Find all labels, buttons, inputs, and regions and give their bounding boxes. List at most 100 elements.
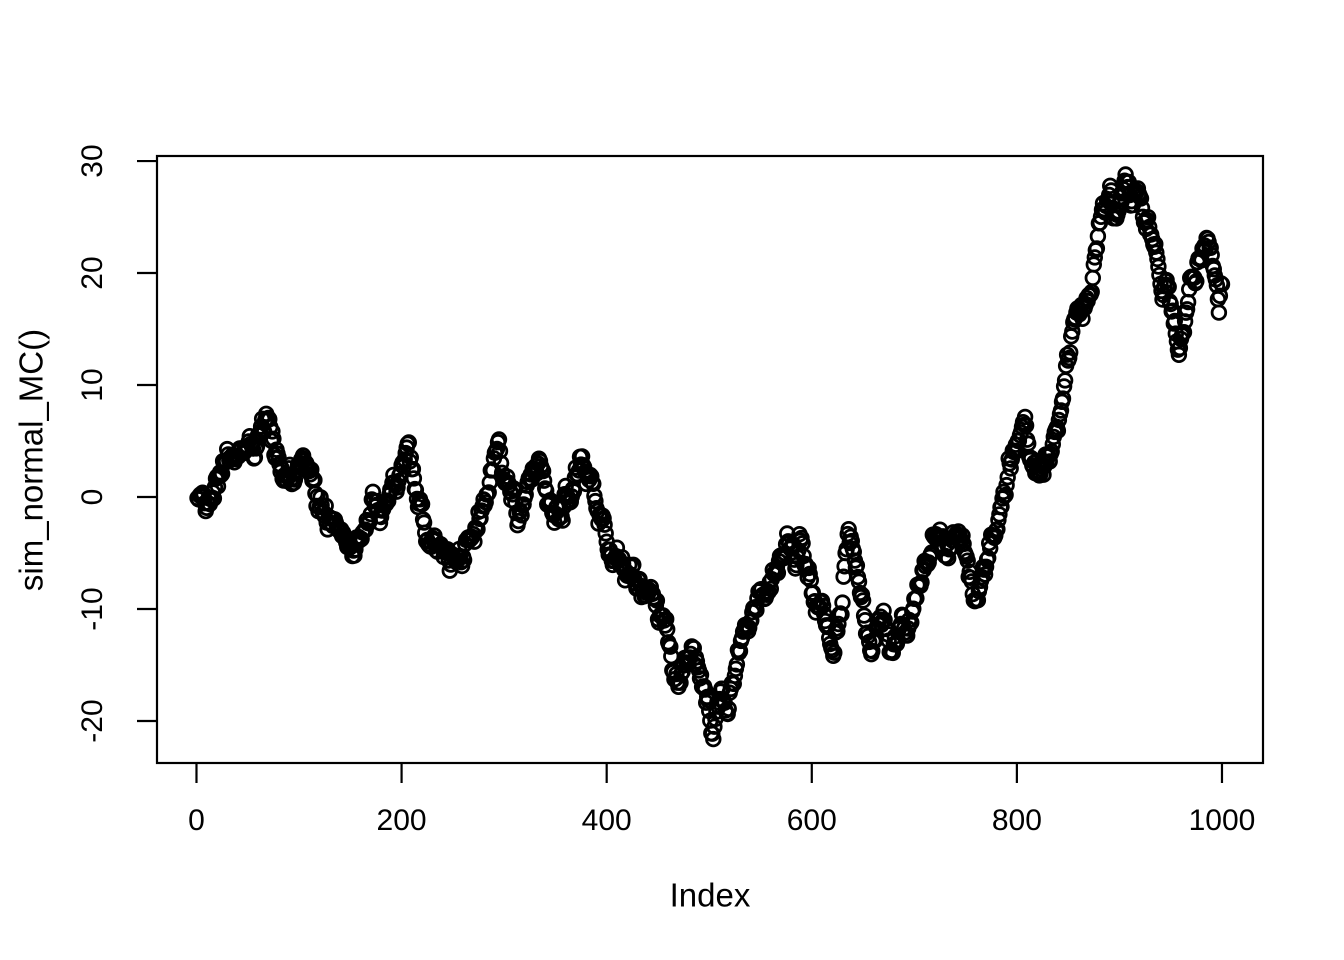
data-point	[1139, 208, 1157, 226]
x-tick-label: 0	[188, 804, 205, 837]
data-point	[829, 623, 846, 640]
data-point	[762, 580, 780, 598]
plot-border-box	[155, 154, 1265, 765]
y-tick-label: 20	[76, 256, 109, 289]
data-point	[1205, 261, 1223, 278]
data-point	[1213, 276, 1231, 293]
data-point	[973, 568, 991, 586]
data-point	[413, 496, 431, 513]
data-point	[830, 615, 847, 633]
data-point	[1016, 408, 1034, 426]
data-point	[998, 476, 1015, 494]
data-point	[991, 506, 1008, 523]
data-point	[1003, 451, 1021, 468]
data-point	[534, 462, 552, 480]
data-point	[595, 510, 612, 527]
data-point	[469, 521, 486, 538]
data-point	[631, 570, 648, 588]
data-point	[1002, 460, 1019, 477]
data-point	[1210, 304, 1228, 321]
data-point	[1055, 378, 1073, 395]
y-axis: -20 -10 0 10 20 30	[76, 144, 157, 743]
y-tick-label: 0	[76, 489, 109, 506]
data-point	[405, 470, 423, 487]
data-point	[959, 552, 976, 569]
data-point	[720, 700, 737, 718]
data-point	[415, 514, 433, 531]
data-point	[748, 602, 765, 619]
data-point	[597, 525, 614, 542]
data-point	[404, 460, 422, 478]
data-point	[1150, 258, 1167, 275]
x-tick-label: 600	[787, 804, 837, 837]
data-point	[1202, 239, 1219, 257]
y-tick-label: -20	[76, 699, 109, 742]
data-point	[583, 468, 600, 485]
data-point	[976, 566, 994, 583]
data-point	[1170, 346, 1188, 364]
x-tick-label: 200	[377, 804, 427, 837]
data-point	[1061, 344, 1079, 361]
x-tick-label: 400	[582, 804, 632, 837]
data-point	[1041, 453, 1058, 470]
data-point	[1049, 422, 1067, 439]
data-point	[1086, 249, 1104, 266]
data-point	[596, 516, 613, 533]
data-point	[848, 557, 866, 574]
data-point	[312, 489, 329, 506]
data-point	[864, 642, 881, 660]
x-axis: 0 200 400 600 800 1000	[188, 763, 1255, 837]
data-point	[1084, 269, 1102, 287]
y-tick-label: 30	[76, 144, 109, 177]
data-point	[905, 600, 922, 617]
x-tick-label: 1000	[1189, 804, 1256, 837]
x-tick-label: 800	[992, 804, 1042, 837]
data-point	[1132, 190, 1150, 207]
data-point	[491, 442, 509, 460]
data-point	[573, 448, 591, 465]
data-point	[741, 619, 758, 636]
data-point	[662, 638, 679, 655]
data-point	[977, 558, 995, 576]
data-point	[513, 507, 530, 524]
data-point	[725, 675, 743, 693]
data-point	[769, 564, 787, 582]
data-point	[480, 484, 497, 501]
data-point	[303, 461, 320, 478]
data-point	[834, 594, 851, 611]
data-point	[400, 434, 418, 451]
data-point	[997, 486, 1014, 504]
data-point	[648, 592, 666, 609]
data-point	[1188, 273, 1205, 290]
data-point	[940, 550, 957, 567]
data-point	[826, 644, 843, 661]
y-tick-label: -10	[76, 587, 109, 630]
data-point	[535, 472, 553, 489]
y-axis-title: sim_normal_MC()	[13, 329, 50, 591]
data-point	[876, 611, 893, 629]
data-points-layer	[189, 166, 1231, 748]
data-point	[402, 449, 420, 466]
data-point	[843, 532, 861, 550]
x-axis-title: Index	[670, 877, 751, 914]
data-point	[380, 492, 397, 510]
data-point	[477, 494, 494, 511]
data-point	[854, 592, 872, 609]
data-point	[833, 606, 850, 623]
data-point	[989, 521, 1006, 538]
data-point	[875, 602, 892, 620]
data-point	[1147, 235, 1164, 253]
data-point	[954, 527, 971, 544]
data-point	[490, 431, 508, 448]
data-point	[1178, 301, 1196, 318]
y-tick-label: 10	[76, 368, 109, 401]
data-point	[264, 423, 281, 440]
data-point	[1050, 411, 1068, 429]
data-point	[814, 597, 832, 615]
data-point	[346, 547, 363, 564]
data-point	[353, 530, 370, 548]
data-point	[706, 718, 723, 735]
data-point	[455, 551, 473, 569]
